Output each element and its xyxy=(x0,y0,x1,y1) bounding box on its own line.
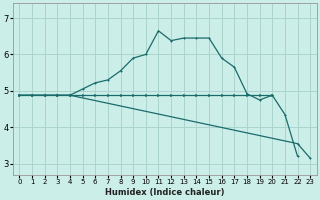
X-axis label: Humidex (Indice chaleur): Humidex (Indice chaleur) xyxy=(105,188,225,197)
